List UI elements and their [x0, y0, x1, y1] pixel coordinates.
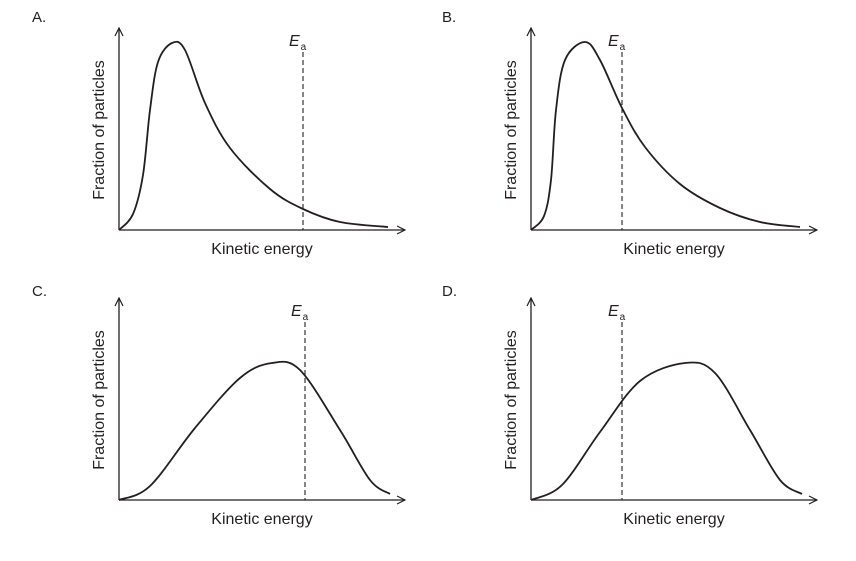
activation-energy-label: Ea [608, 303, 626, 323]
y-axis-label: Fraction of particles [91, 60, 108, 200]
x-axis-label: Kinetic energy [211, 511, 312, 528]
activation-energy-label: Ea [289, 33, 307, 53]
y-axis-label: Fraction of particles [503, 330, 520, 470]
x-axis-label: Kinetic energy [623, 511, 724, 528]
panel-b: B. Kinetic energy Fraction of particles Ea [442, 9, 817, 258]
panel-letter: A. [32, 9, 46, 26]
x-axis-label: Kinetic energy [211, 241, 312, 258]
y-axis-label: Fraction of particles [91, 330, 108, 470]
panel-letter: D. [442, 283, 457, 300]
panel-letter: B. [442, 9, 456, 26]
x-axis-label: Kinetic energy [623, 241, 724, 258]
distribution-curve [530, 361, 803, 501]
panel-d: D. Kinetic energy Fraction of particles Ea [442, 283, 817, 528]
distribution-curve [118, 40, 389, 231]
activation-energy-label: Ea [608, 33, 626, 53]
y-axis-label: Fraction of particles [503, 60, 520, 200]
panel-letter: C. [32, 283, 47, 300]
panel-a: A. Kinetic energy Fraction of particles Ea [32, 9, 405, 258]
activation-energy-label: Ea [291, 303, 309, 323]
distribution-curve [118, 360, 391, 501]
panel-c: C. Kinetic energy Fraction of particles Ea [32, 283, 405, 528]
distribution-curve [530, 41, 801, 231]
